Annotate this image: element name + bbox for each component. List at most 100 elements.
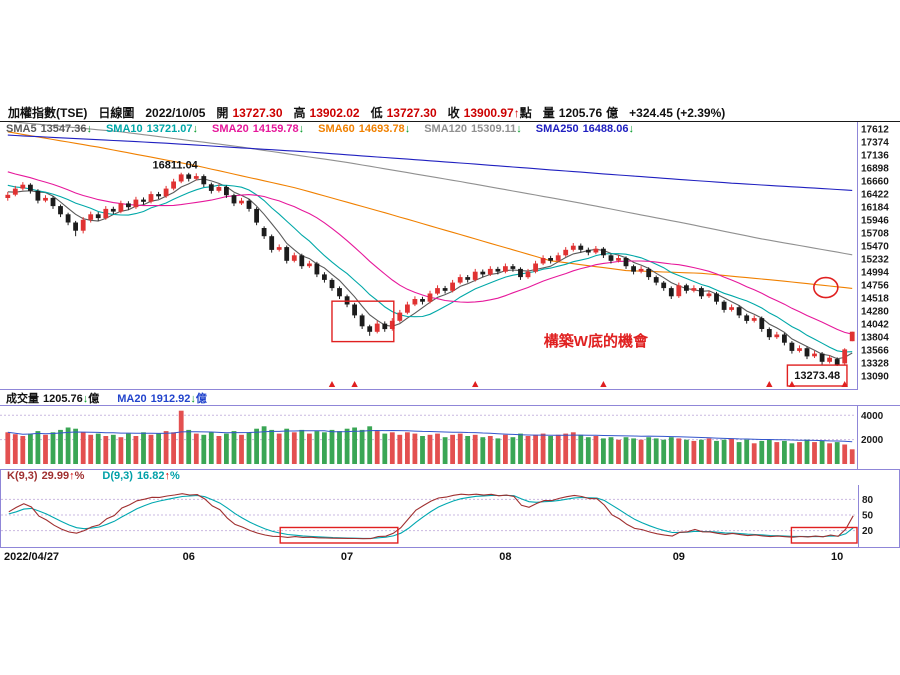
close-quote: 收 13900.97↑點 <box>448 104 532 121</box>
svg-text:09: 09 <box>673 551 685 563</box>
svg-text:13566: 13566 <box>861 346 889 357</box>
svg-text:16811.04: 16811.04 <box>153 160 199 172</box>
sma120-arrow-icon: ↓ <box>516 123 522 135</box>
volume-chart-svg: 4000 2000 <box>0 405 900 469</box>
low-quote: 低 13727.30 <box>371 104 437 121</box>
low-label: 低 <box>370 106 383 120</box>
svg-text:07: 07 <box>341 551 353 563</box>
price-chart-area: 17612 17374 17136 16898 16660 16422 16184 15946… <box>0 122 900 390</box>
d-unit: % <box>169 470 180 482</box>
volume-ma-unit: 億 <box>195 393 207 405</box>
svg-text:06: 06 <box>183 551 195 563</box>
svg-text:2022/04/27: 2022/04/27 <box>4 551 59 563</box>
svg-text:17612: 17612 <box>861 124 889 135</box>
close-arrow-icon: ↑ <box>513 106 520 120</box>
svg-text:14756: 14756 <box>861 281 889 292</box>
volume-quote-unit: 億 <box>606 106 619 120</box>
d-value: 16.82 <box>136 470 165 482</box>
sma120-value: 15309.11 <box>470 123 517 135</box>
svg-text:13804: 13804 <box>861 333 889 344</box>
volume-ma-label: MA20 <box>117 393 147 405</box>
sma60-arrow-icon: ↓ <box>404 123 411 135</box>
sma10-name: SMA10 <box>105 123 143 135</box>
k-value: 29.99 <box>41 470 70 482</box>
volume-unit: 億 <box>88 393 100 405</box>
sma5-value: 13547.36 <box>40 123 87 135</box>
close-label: 收 <box>447 106 460 120</box>
high-label: 高 <box>293 106 306 120</box>
kd-panel: K(9,3) 29.99 ↑ % D(9,3) 16.82 ↑ % 80 50 20 <box>0 469 900 548</box>
kd-legend: K(9,3) 29.99 ↑ % D(9,3) 16.82 ↑ % <box>1 470 899 485</box>
svg-text:17136: 17136 <box>861 150 889 161</box>
svg-text:16422: 16422 <box>861 189 889 200</box>
sma250-arrow-icon: ↓ <box>628 123 634 135</box>
volume-quote-label: 量 <box>542 106 555 120</box>
svg-text:16184: 16184 <box>861 202 889 213</box>
svg-text:50: 50 <box>862 511 874 522</box>
sma250-name: SMA250 <box>535 123 579 135</box>
sma5-legend: SMA5 13547.36↓ <box>6 123 92 135</box>
header-divider <box>0 121 900 122</box>
price-chart-svg: 17612 17374 17136 16898 16660 16422 16184 15946… <box>0 122 889 390</box>
sma120-legend: SMA120 15309.11↓ <box>424 123 522 135</box>
k-unit: % <box>74 470 85 482</box>
sma20-legend: SMA20 14159.78↓ <box>212 123 304 135</box>
k-label: K(9,3) <box>7 470 38 482</box>
svg-text:16660: 16660 <box>861 176 889 187</box>
svg-text:15708: 15708 <box>861 229 889 240</box>
open-value: 13727.30 <box>232 106 283 120</box>
svg-text:17374: 17374 <box>861 137 889 148</box>
svg-text:4000: 4000 <box>861 411 884 422</box>
sma250-legend: SMA250 16488.06↓ <box>536 123 634 135</box>
svg-text:15232: 15232 <box>861 255 889 266</box>
chart-type-label: 日線圖 <box>98 106 135 120</box>
sma20-arrow-icon: ↓ <box>298 123 305 135</box>
sma10-value: 13721.07 <box>146 123 193 135</box>
high-value: 13902.02 <box>309 106 360 120</box>
svg-text:13273.48: 13273.48 <box>794 370 840 382</box>
svg-text:15946: 15946 <box>861 216 889 227</box>
svg-text:14042: 14042 <box>861 320 889 331</box>
sma20-name: SMA20 <box>212 123 249 135</box>
k-arrow-icon: ↑ <box>69 470 75 482</box>
kd-chart-svg: 80 50 20 <box>1 485 874 547</box>
close-value: 13900.97 <box>463 106 514 120</box>
svg-text:構築W底的機會: 構築W底的機會 <box>544 332 649 350</box>
open-quote: 開 13727.30 <box>216 104 282 121</box>
svg-text:13328: 13328 <box>861 359 889 370</box>
sma10-legend: SMA10 13721.07↓ <box>106 123 198 135</box>
open-label: 開 <box>216 106 229 120</box>
d-label: D(9,3) <box>102 470 133 482</box>
quote-date: 2022/10/05 <box>145 106 206 120</box>
sma5-arrow-icon: ↓ <box>86 123 92 135</box>
volume-ma-value: 1912.92 <box>150 393 191 405</box>
svg-text:16898: 16898 <box>861 163 889 174</box>
volume-legend: 成交量 1205.76 ↓ 億 MA20 1912.92 ↓ 億 <box>0 390 900 405</box>
sma60-name: SMA60 <box>318 123 355 135</box>
svg-text:14994: 14994 <box>861 268 889 279</box>
sma5-name: SMA5 <box>6 123 37 135</box>
stock-chart-panel: 加權指數(TSE) 日線圖 2022/10/05 開 13727.30 高 1390… <box>0 104 900 566</box>
svg-text:15470: 15470 <box>861 242 889 253</box>
svg-text:08: 08 <box>499 551 511 563</box>
sma20-value: 14159.78 <box>252 123 299 135</box>
symbol-name: 加權指數(TSE) <box>8 106 88 120</box>
quote-header: 加權指數(TSE) 日線圖 2022/10/05 開 13727.30 高 1390… <box>0 104 900 121</box>
sma250-value: 16488.06 <box>582 123 629 135</box>
volume-quote-value: 1205.76 <box>558 106 603 120</box>
volume-value: 1205.76 <box>43 393 83 405</box>
sma120-name: SMA120 <box>424 123 467 135</box>
point-label: 點 <box>519 106 532 120</box>
volume-quote: 量 1205.76 億 <box>543 104 618 121</box>
svg-text:14280: 14280 <box>861 307 889 318</box>
volume-arrow-icon: ↓ <box>82 393 89 405</box>
sma10-arrow-icon: ↓ <box>192 123 199 135</box>
sma60-legend: SMA60 14693.78↓ <box>318 123 410 135</box>
high-quote: 高 13902.02 <box>294 104 360 121</box>
volume-ma-arrow-icon: ↓ <box>190 393 196 405</box>
low-value: 13727.30 <box>386 106 437 120</box>
svg-text:20: 20 <box>862 526 874 537</box>
d-arrow-icon: ↑ <box>164 470 170 482</box>
sma60-value: 14693.78 <box>358 123 405 135</box>
